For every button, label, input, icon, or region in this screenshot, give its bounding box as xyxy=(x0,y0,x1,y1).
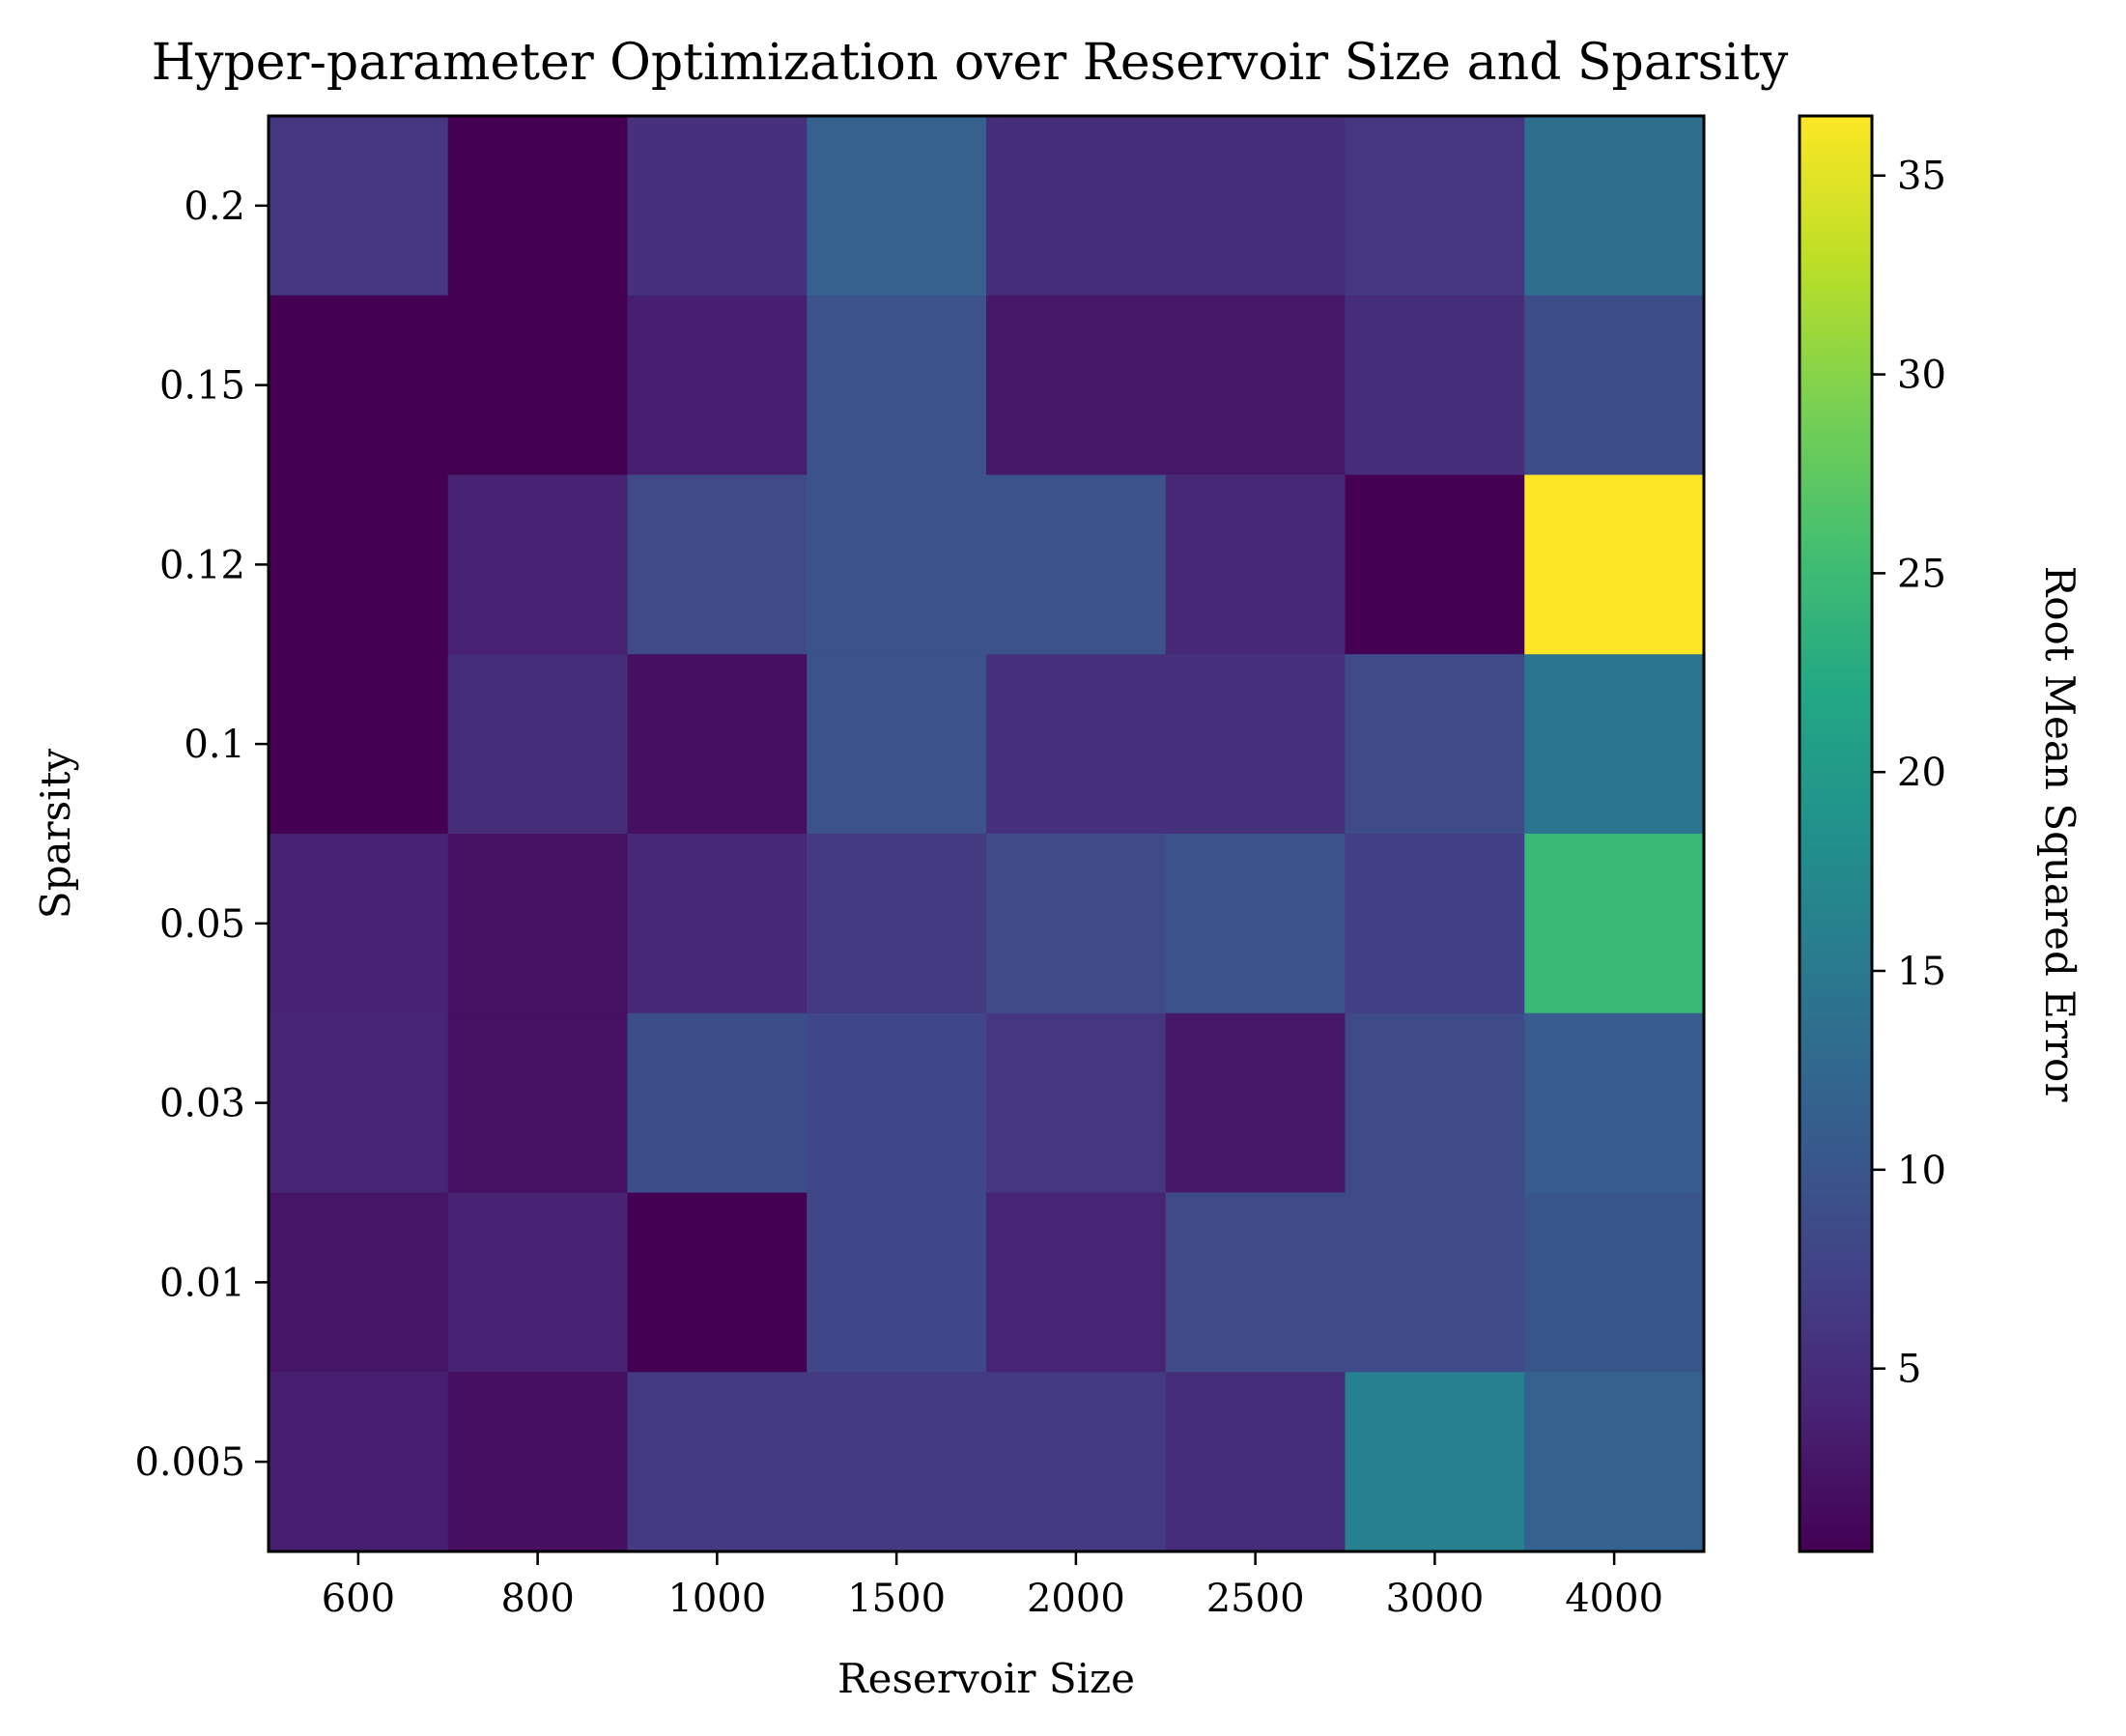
heatmap-cell xyxy=(986,834,1167,1014)
heatmap-cell xyxy=(627,834,808,1014)
x-tick-label: 2000 xyxy=(1027,1577,1125,1621)
colorbar-tick-label: 30 xyxy=(1897,354,1946,398)
y-axis-ticks: 0.2 0.15 0.12 0.1 0.05 0.03 0.01 0.005 xyxy=(134,185,269,1485)
heatmap-cell xyxy=(1165,1192,1346,1373)
colorbar-frame xyxy=(1798,114,1874,1553)
heatmap-cell xyxy=(1524,654,1705,835)
x-tick-label: 1500 xyxy=(847,1577,946,1621)
heatmap-cell xyxy=(447,474,629,655)
heatmap-cell xyxy=(447,116,629,297)
heatmap-cell xyxy=(1524,1372,1705,1552)
colorbar-label: Root Mean Squared Error xyxy=(2036,566,2083,1103)
heatmap-cell xyxy=(1524,1192,1705,1373)
heatmap-cell xyxy=(1524,1012,1705,1194)
colorbar-tick-label: 15 xyxy=(1897,950,1946,994)
heatmap-cell xyxy=(627,116,808,297)
heatmap-cell xyxy=(1345,1192,1525,1373)
heatmap-cell xyxy=(807,834,987,1014)
heatmap-cell xyxy=(447,654,629,835)
heatmap-cell xyxy=(807,116,987,297)
heatmap-cell xyxy=(1345,116,1525,297)
x-tick-label: 3000 xyxy=(1385,1577,1484,1621)
heatmap-cell xyxy=(807,295,987,476)
y-tick-label: 0.1 xyxy=(184,723,245,767)
colorbar-tick-label: 35 xyxy=(1897,155,1946,199)
heatmap-cell xyxy=(447,1372,629,1552)
heatmap-cell xyxy=(807,1372,987,1552)
heatmap-cell xyxy=(1345,1012,1525,1194)
heatmap-cell xyxy=(627,474,808,655)
heatmap-cell xyxy=(269,1012,449,1194)
y-tick-label: 0.12 xyxy=(159,543,245,587)
x-tick-label: 800 xyxy=(500,1577,574,1621)
colorbar xyxy=(1800,116,1872,1551)
heatmap-cell xyxy=(1524,116,1705,297)
y-tick-label: 0.005 xyxy=(134,1440,245,1485)
heatmap-cell xyxy=(269,1372,449,1552)
heatmap-cell xyxy=(1524,834,1705,1014)
heatmap-cells xyxy=(269,116,1705,1552)
heatmap-cell xyxy=(986,654,1167,835)
y-tick-label: 0.2 xyxy=(184,185,245,229)
colorbar-tick-label: 25 xyxy=(1897,552,1946,596)
heatmap-cell xyxy=(627,1192,808,1373)
heatmap-cell xyxy=(986,474,1167,655)
y-tick-label: 0.15 xyxy=(159,364,245,409)
heatmap-cell xyxy=(269,116,449,297)
heatmap-cell xyxy=(627,1372,808,1552)
colorbar-ticks: 5 10 15 20 25 30 35 xyxy=(1872,155,1946,1392)
heatmap-cell xyxy=(1165,1012,1346,1194)
heatmap-cell xyxy=(807,474,987,655)
heatmap-cell xyxy=(447,834,629,1014)
heatmap-cell xyxy=(986,1372,1167,1552)
heatmap-cell xyxy=(807,1012,987,1194)
heatmap-cell xyxy=(1524,474,1705,655)
heatmap-cell xyxy=(986,1192,1167,1373)
heatmap-cell xyxy=(627,295,808,476)
heatmap-cell xyxy=(1165,295,1346,476)
heatmap-cell xyxy=(1345,654,1525,835)
heatmap-cell xyxy=(1524,295,1705,476)
x-tick-label: 2500 xyxy=(1206,1577,1305,1621)
heatmap-cell xyxy=(1345,834,1525,1014)
heatmap-cell xyxy=(269,654,449,835)
x-tick-label: 600 xyxy=(322,1577,395,1621)
heatmap-cell xyxy=(1165,116,1346,297)
heatmap-cell xyxy=(986,116,1167,297)
x-axis-ticks: 600 800 1000 1500 2000 2500 3000 4000 xyxy=(322,1551,1663,1621)
y-tick-label: 0.01 xyxy=(159,1261,245,1305)
heatmap-cell xyxy=(1165,834,1346,1014)
x-tick-label: 4000 xyxy=(1565,1577,1663,1621)
heatmap-cell xyxy=(269,834,449,1014)
heatmap-cell xyxy=(1345,1372,1525,1552)
y-tick-label: 0.03 xyxy=(159,1082,245,1126)
heatmap-cell xyxy=(1165,474,1346,655)
x-axis-label: Reservoir Size xyxy=(837,1655,1135,1702)
plot-frame xyxy=(267,114,1706,1553)
heatmap-cell xyxy=(986,295,1167,476)
heatmap-cell xyxy=(986,1012,1167,1194)
heatmap-cell xyxy=(627,654,808,835)
heatmap-cell xyxy=(807,1192,987,1373)
heatmap-cell xyxy=(447,1192,629,1373)
heatmap-cell xyxy=(1345,474,1525,655)
heatmap-cell xyxy=(1165,1372,1346,1552)
heatmap-cell xyxy=(447,1012,629,1194)
heatmap-cell xyxy=(1345,295,1525,476)
y-axis-label: Sparsity xyxy=(32,749,79,920)
x-tick-label: 1000 xyxy=(667,1577,766,1621)
colorbar-tick-label: 5 xyxy=(1897,1348,1921,1392)
colorbar-tick-label: 10 xyxy=(1897,1149,1946,1193)
chart-title: Hyper-parameter Optimization over Reserv… xyxy=(152,34,1789,92)
heatmap-cell xyxy=(627,1012,808,1194)
colorbar-tick-label: 20 xyxy=(1897,751,1946,795)
heatmap-cell xyxy=(269,1192,449,1373)
heatmap-cell xyxy=(807,654,987,835)
heatmap-cell xyxy=(269,474,449,655)
heatmap-cell xyxy=(269,295,449,476)
heatmap-cell xyxy=(447,295,629,476)
y-tick-label: 0.05 xyxy=(159,902,245,947)
heatmap-cell xyxy=(1165,654,1346,835)
